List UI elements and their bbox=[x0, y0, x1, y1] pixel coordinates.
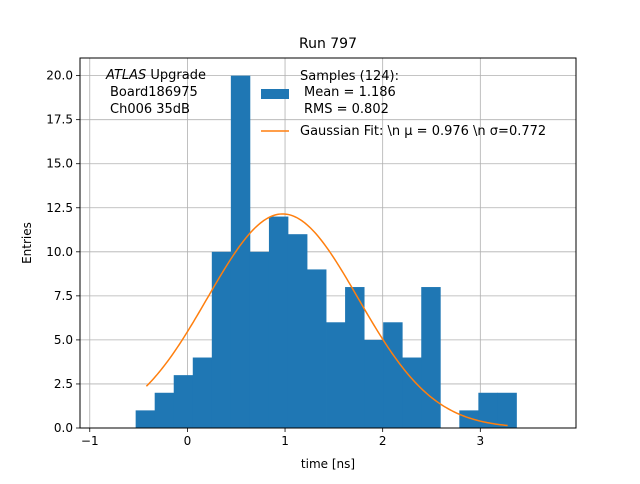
annotation-upgrade: Upgrade bbox=[146, 68, 206, 83]
histogram-bar bbox=[383, 322, 403, 428]
histogram-bar bbox=[249, 251, 270, 428]
y-tick-label: 15.0 bbox=[46, 157, 73, 171]
y-tick-label: 5.0 bbox=[54, 333, 73, 347]
histogram-bars bbox=[135, 75, 517, 428]
x-tick-label: 3 bbox=[476, 434, 484, 448]
histogram-bar bbox=[421, 287, 441, 428]
legend-hist-line-3: RMS = 0.802 bbox=[304, 102, 389, 117]
x-tick-label: 2 bbox=[379, 434, 387, 448]
histogram-bar bbox=[497, 392, 517, 428]
x-tick-label: −1 bbox=[81, 434, 99, 448]
chart-title: Run 797 bbox=[299, 36, 357, 52]
histogram-bar bbox=[192, 357, 213, 428]
annotation-line-3: Ch006 35dB bbox=[110, 102, 190, 117]
histogram-bar bbox=[326, 322, 346, 428]
plot-frame bbox=[79, 57, 577, 429]
x-tick-label: 1 bbox=[281, 434, 289, 448]
y-tick-label: 20.0 bbox=[46, 69, 73, 83]
y-tick-label: 17.5 bbox=[46, 113, 73, 127]
histogram-bar bbox=[402, 357, 422, 428]
histogram-bar bbox=[268, 216, 289, 428]
y-axis-label: Entries bbox=[20, 222, 34, 264]
histogram-bar bbox=[307, 269, 327, 428]
y-tick-label: 7.5 bbox=[54, 289, 73, 303]
gaussian-fit-line bbox=[145, 213, 508, 427]
annotation-line-1: ATLAS Upgrade bbox=[105, 68, 206, 83]
y-tick-label: 10.0 bbox=[46, 245, 73, 259]
histogram-bar bbox=[230, 75, 251, 428]
histogram-bar bbox=[135, 410, 156, 428]
x-tick-label: 0 bbox=[184, 434, 192, 448]
x-axis-label: time [ns] bbox=[301, 457, 355, 471]
histogram-bar bbox=[459, 410, 479, 428]
y-tick-label: 2.5 bbox=[54, 377, 73, 391]
annotation-atlas: ATLAS bbox=[105, 68, 146, 83]
histogram-bar bbox=[154, 392, 175, 428]
legend-hist-line-2: Mean = 1.186 bbox=[304, 85, 396, 100]
histogram-bar bbox=[364, 339, 384, 428]
annotation-line-2: Board186975 bbox=[110, 85, 198, 100]
histogram-bar bbox=[345, 287, 365, 428]
histogram-bar bbox=[287, 234, 308, 428]
legend-fit-label: Gaussian Fit: \n μ = 0.976 \n σ=0.772 bbox=[300, 124, 546, 139]
annotation: ATLAS Upgrade Board186975 Ch006 35dB bbox=[105, 68, 206, 117]
histogram-bar bbox=[211, 251, 232, 428]
y-tick-label: 0.0 bbox=[54, 421, 73, 435]
legend-hist-line-1: Samples (124): bbox=[300, 69, 399, 84]
histogram-bar bbox=[173, 375, 194, 428]
x-axis-ticks: −1 0 1 2 3 bbox=[81, 428, 484, 448]
y-tick-label: 12.5 bbox=[46, 201, 73, 215]
legend-hist-swatch bbox=[261, 89, 289, 99]
fit-curve bbox=[145, 213, 508, 427]
legend: Samples (124): Mean = 1.186 RMS = 0.802 … bbox=[261, 69, 546, 139]
histogram-bar bbox=[478, 392, 498, 428]
y-axis-ticks: 0.0 2.5 5.0 7.5 10.0 12.5 15.0 17.5 20.0 bbox=[46, 69, 80, 435]
